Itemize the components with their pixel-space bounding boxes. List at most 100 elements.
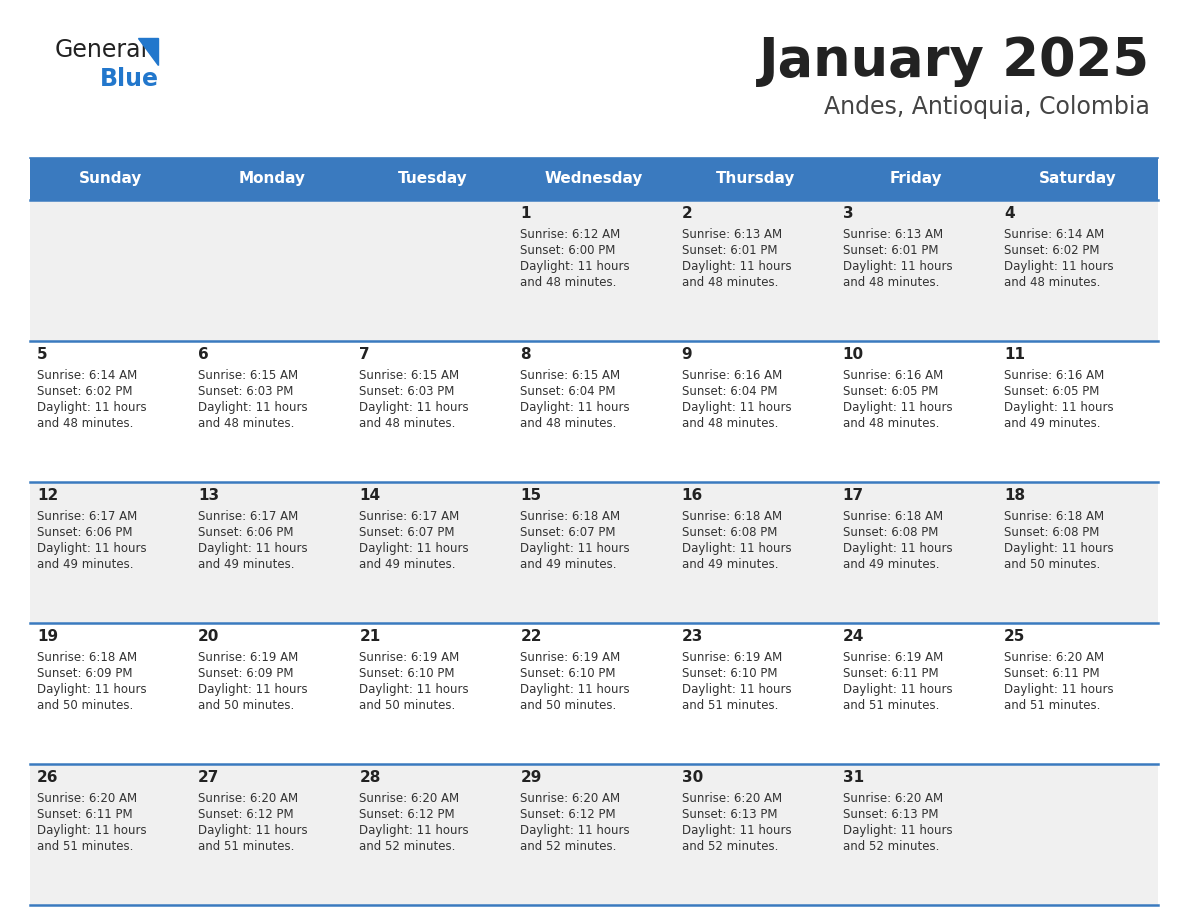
Text: 5: 5 (37, 347, 48, 362)
Text: Daylight: 11 hours: Daylight: 11 hours (198, 683, 308, 696)
Text: Daylight: 11 hours: Daylight: 11 hours (842, 260, 953, 273)
Text: 12: 12 (37, 488, 58, 503)
Bar (675, 764, 835, 905)
Text: and 49 minutes.: and 49 minutes. (37, 558, 133, 571)
Bar (675, 341, 835, 482)
Text: Sunrise: 6:19 AM: Sunrise: 6:19 AM (198, 651, 298, 664)
Text: 27: 27 (198, 770, 220, 785)
Text: Sunset: 6:05 PM: Sunset: 6:05 PM (842, 385, 939, 398)
Bar (353, 482, 513, 623)
Text: Sunrise: 6:20 AM: Sunrise: 6:20 AM (842, 792, 943, 805)
Text: Sunrise: 6:16 AM: Sunrise: 6:16 AM (682, 369, 782, 382)
Text: Sunset: 6:06 PM: Sunset: 6:06 PM (198, 526, 293, 539)
Text: 17: 17 (842, 488, 864, 503)
Text: Daylight: 11 hours: Daylight: 11 hours (198, 542, 308, 555)
Text: and 50 minutes.: and 50 minutes. (37, 699, 133, 712)
Text: and 51 minutes.: and 51 minutes. (1004, 699, 1100, 712)
Text: Daylight: 11 hours: Daylight: 11 hours (682, 260, 791, 273)
Text: Sunset: 6:13 PM: Sunset: 6:13 PM (842, 808, 939, 821)
Text: 4: 4 (1004, 206, 1015, 221)
Bar (30, 158, 191, 200)
Text: Wednesday: Wednesday (545, 172, 643, 186)
Text: Sunrise: 6:15 AM: Sunrise: 6:15 AM (359, 369, 460, 382)
Text: Sunrise: 6:20 AM: Sunrise: 6:20 AM (359, 792, 460, 805)
Bar (513, 200, 675, 341)
Text: Sunrise: 6:20 AM: Sunrise: 6:20 AM (682, 792, 782, 805)
Text: and 51 minutes.: and 51 minutes. (842, 699, 939, 712)
Bar (835, 341, 997, 482)
Text: Sunrise: 6:20 AM: Sunrise: 6:20 AM (1004, 651, 1104, 664)
Text: Sunset: 6:10 PM: Sunset: 6:10 PM (359, 667, 455, 680)
Text: General: General (55, 38, 148, 62)
Text: Sunset: 6:07 PM: Sunset: 6:07 PM (359, 526, 455, 539)
Text: Sunrise: 6:18 AM: Sunrise: 6:18 AM (520, 510, 620, 523)
Text: Daylight: 11 hours: Daylight: 11 hours (520, 260, 630, 273)
Text: and 49 minutes.: and 49 minutes. (520, 558, 617, 571)
Text: and 51 minutes.: and 51 minutes. (682, 699, 778, 712)
Text: and 48 minutes.: and 48 minutes. (198, 417, 295, 430)
Text: 21: 21 (359, 629, 380, 644)
Text: Sunrise: 6:14 AM: Sunrise: 6:14 AM (37, 369, 138, 382)
Bar (835, 764, 997, 905)
Bar (835, 200, 997, 341)
Text: Daylight: 11 hours: Daylight: 11 hours (520, 542, 630, 555)
Text: 7: 7 (359, 347, 369, 362)
Text: 6: 6 (198, 347, 209, 362)
Bar (30, 623, 191, 764)
Bar (353, 341, 513, 482)
Text: 31: 31 (842, 770, 864, 785)
Text: Sunrise: 6:18 AM: Sunrise: 6:18 AM (682, 510, 782, 523)
Text: Sunset: 6:13 PM: Sunset: 6:13 PM (682, 808, 777, 821)
Text: and 52 minutes.: and 52 minutes. (842, 840, 939, 853)
Text: Sunrise: 6:13 AM: Sunrise: 6:13 AM (842, 228, 943, 241)
Text: Daylight: 11 hours: Daylight: 11 hours (359, 401, 469, 414)
Text: Daylight: 11 hours: Daylight: 11 hours (1004, 260, 1113, 273)
Text: Sunrise: 6:13 AM: Sunrise: 6:13 AM (682, 228, 782, 241)
Text: Sunday: Sunday (78, 172, 143, 186)
Text: Sunset: 6:08 PM: Sunset: 6:08 PM (682, 526, 777, 539)
Text: 9: 9 (682, 347, 693, 362)
Text: Sunrise: 6:16 AM: Sunrise: 6:16 AM (1004, 369, 1104, 382)
Text: Daylight: 11 hours: Daylight: 11 hours (520, 683, 630, 696)
Bar (997, 341, 1158, 482)
Text: Daylight: 11 hours: Daylight: 11 hours (682, 401, 791, 414)
Bar (675, 200, 835, 341)
Text: and 51 minutes.: and 51 minutes. (198, 840, 295, 853)
Text: and 48 minutes.: and 48 minutes. (682, 417, 778, 430)
Bar (513, 623, 675, 764)
Text: and 52 minutes.: and 52 minutes. (359, 840, 456, 853)
Polygon shape (138, 38, 158, 65)
Text: Sunset: 6:12 PM: Sunset: 6:12 PM (520, 808, 617, 821)
Bar (191, 482, 353, 623)
Text: Daylight: 11 hours: Daylight: 11 hours (198, 824, 308, 837)
Text: Sunrise: 6:14 AM: Sunrise: 6:14 AM (1004, 228, 1104, 241)
Bar (835, 623, 997, 764)
Bar (30, 341, 191, 482)
Text: Sunrise: 6:17 AM: Sunrise: 6:17 AM (198, 510, 298, 523)
Text: Sunrise: 6:20 AM: Sunrise: 6:20 AM (198, 792, 298, 805)
Bar (353, 764, 513, 905)
Text: Sunrise: 6:18 AM: Sunrise: 6:18 AM (842, 510, 943, 523)
Text: 26: 26 (37, 770, 58, 785)
Text: Daylight: 11 hours: Daylight: 11 hours (682, 683, 791, 696)
Text: Sunset: 6:12 PM: Sunset: 6:12 PM (198, 808, 293, 821)
Text: Sunset: 6:12 PM: Sunset: 6:12 PM (359, 808, 455, 821)
Text: Daylight: 11 hours: Daylight: 11 hours (1004, 683, 1113, 696)
Text: Sunset: 6:07 PM: Sunset: 6:07 PM (520, 526, 615, 539)
Bar (675, 482, 835, 623)
Text: 20: 20 (198, 629, 220, 644)
Text: Sunset: 6:00 PM: Sunset: 6:00 PM (520, 244, 615, 257)
Text: 25: 25 (1004, 629, 1025, 644)
Bar (997, 482, 1158, 623)
Text: and 48 minutes.: and 48 minutes. (842, 276, 939, 289)
Text: Sunrise: 6:18 AM: Sunrise: 6:18 AM (1004, 510, 1104, 523)
Text: 13: 13 (198, 488, 220, 503)
Text: and 50 minutes.: and 50 minutes. (520, 699, 617, 712)
Text: 1: 1 (520, 206, 531, 221)
Text: Friday: Friday (890, 172, 942, 186)
Text: 19: 19 (37, 629, 58, 644)
Text: 24: 24 (842, 629, 864, 644)
Text: Sunrise: 6:20 AM: Sunrise: 6:20 AM (520, 792, 620, 805)
Bar (30, 764, 191, 905)
Text: Daylight: 11 hours: Daylight: 11 hours (1004, 401, 1113, 414)
